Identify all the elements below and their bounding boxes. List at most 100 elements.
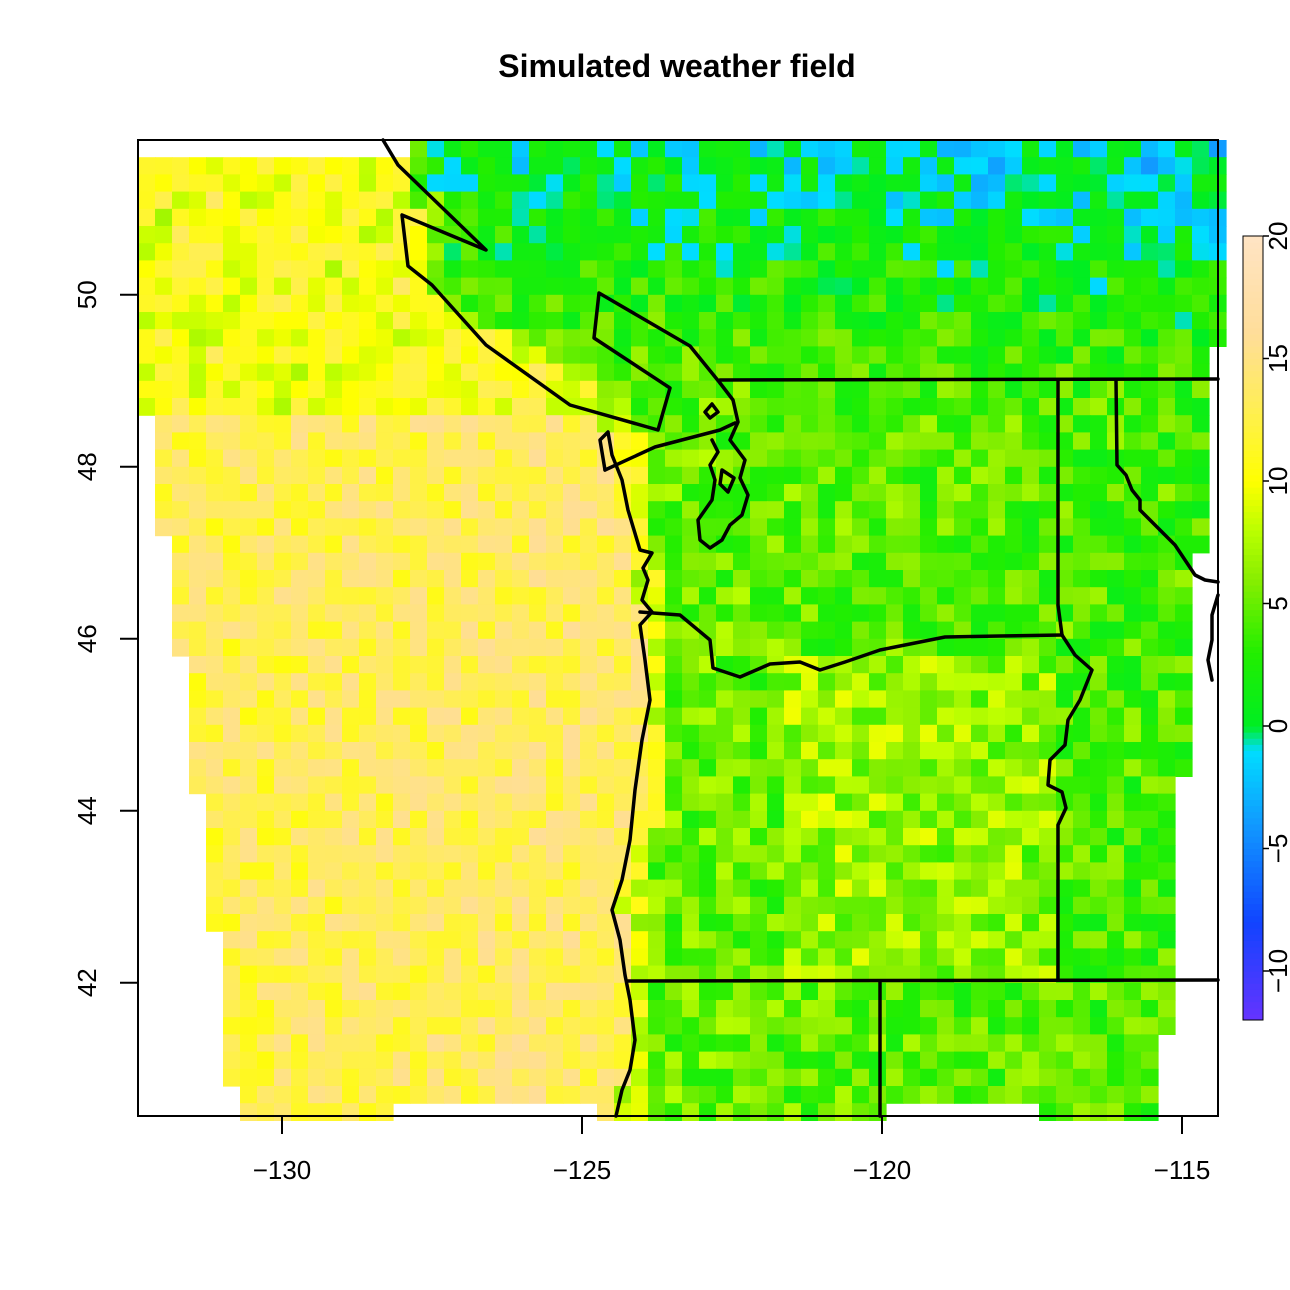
grid-cell	[240, 380, 258, 399]
grid-cell	[257, 174, 275, 193]
grid-cell	[767, 226, 785, 244]
grid-cell	[461, 432, 479, 451]
grid-cell	[1056, 312, 1074, 330]
grid-cell	[614, 673, 632, 691]
grid-cell	[325, 707, 343, 726]
grid-cell	[971, 294, 989, 313]
grid-cell	[461, 552, 479, 571]
grid-cell	[291, 845, 309, 863]
grid-cell	[954, 656, 972, 674]
grid-cell	[1107, 140, 1125, 158]
grid-cell	[1192, 449, 1210, 468]
grid-cell	[886, 724, 904, 743]
grid-cell	[988, 208, 1006, 227]
colorbar-tick-label: 0	[1263, 719, 1290, 733]
grid-cell	[563, 1051, 581, 1070]
grid-cell	[1175, 501, 1193, 519]
grid-cell	[376, 931, 394, 949]
grid-cell	[1124, 570, 1142, 588]
grid-cell	[206, 896, 224, 915]
grid-cell	[1192, 243, 1210, 261]
grid-cell	[189, 208, 207, 227]
grid-cell	[818, 415, 836, 433]
grid-cell	[495, 552, 513, 571]
grid-cell	[920, 604, 938, 623]
grid-cell	[801, 484, 819, 502]
grid-cell	[1073, 380, 1091, 399]
grid-cell	[291, 948, 309, 967]
grid-cell	[716, 690, 734, 709]
grid-cell	[716, 931, 734, 949]
grid-cell	[988, 552, 1006, 571]
grid-cell	[495, 621, 513, 640]
grid-cell	[1175, 518, 1193, 537]
grid-cell	[427, 1034, 445, 1053]
grid-cell	[818, 140, 836, 158]
grid-cell	[1039, 673, 1057, 691]
grid-cell	[376, 1051, 394, 1070]
grid-cell	[274, 329, 292, 347]
grid-cell	[733, 742, 751, 760]
grid-cell	[597, 191, 615, 210]
grid-cell	[631, 191, 649, 210]
grid-cell	[512, 466, 530, 485]
grid-cell	[784, 398, 802, 416]
grid-cell	[682, 948, 700, 967]
grid-cell	[903, 1034, 921, 1053]
grid-cell	[529, 208, 547, 227]
grid-cell	[1039, 1086, 1057, 1104]
grid-cell	[903, 656, 921, 674]
grid-cell	[1039, 587, 1057, 605]
grid-cell	[444, 157, 462, 175]
grid-cell	[597, 380, 615, 399]
grid-cell	[189, 466, 207, 485]
grid-cell	[1022, 845, 1040, 863]
grid-cell	[342, 914, 360, 932]
grid-cell	[342, 742, 360, 760]
grid-cell	[767, 724, 785, 743]
grid-cell	[869, 982, 887, 1001]
grid-cell	[784, 466, 802, 485]
grid-cell	[937, 793, 955, 812]
grid-cell	[461, 191, 479, 210]
grid-cell	[512, 810, 530, 829]
grid-cell	[444, 1068, 462, 1087]
grid-cell	[376, 707, 394, 726]
grid-cell	[325, 449, 343, 468]
grid-cell	[223, 845, 241, 863]
grid-cell	[359, 793, 377, 812]
grid-cell	[376, 690, 394, 709]
grid-cell	[274, 191, 292, 210]
grid-cell	[461, 1086, 479, 1104]
grid-cell	[206, 914, 224, 932]
grid-cell	[1107, 828, 1125, 846]
grid-cell	[376, 466, 394, 485]
grid-cell	[767, 862, 785, 881]
grid-cell	[784, 1103, 802, 1121]
grid-cell	[580, 896, 598, 915]
grid-cell	[869, 742, 887, 760]
grid-cell	[614, 260, 632, 279]
grid-cell	[1124, 398, 1142, 416]
grid-cell	[614, 776, 632, 795]
grid-cell	[359, 776, 377, 795]
grid-cell	[937, 363, 955, 382]
grid-cell	[393, 810, 411, 829]
grid-cell	[495, 449, 513, 468]
grid-cell	[835, 174, 853, 193]
grid-cell	[444, 518, 462, 537]
grid-cell	[240, 1034, 258, 1053]
grid-cell	[478, 157, 496, 175]
grid-cell	[1124, 1034, 1142, 1053]
grid-cell	[393, 724, 411, 743]
grid-cell	[1039, 484, 1057, 502]
grid-cell	[444, 191, 462, 210]
grid-cell	[546, 208, 564, 227]
grid-cell	[1107, 226, 1125, 244]
grid-cell	[733, 363, 751, 382]
grid-cell	[1073, 724, 1091, 743]
grid-cell	[393, 432, 411, 451]
grid-cell	[376, 862, 394, 881]
grid-cell	[342, 776, 360, 795]
grid-cell	[801, 174, 819, 193]
